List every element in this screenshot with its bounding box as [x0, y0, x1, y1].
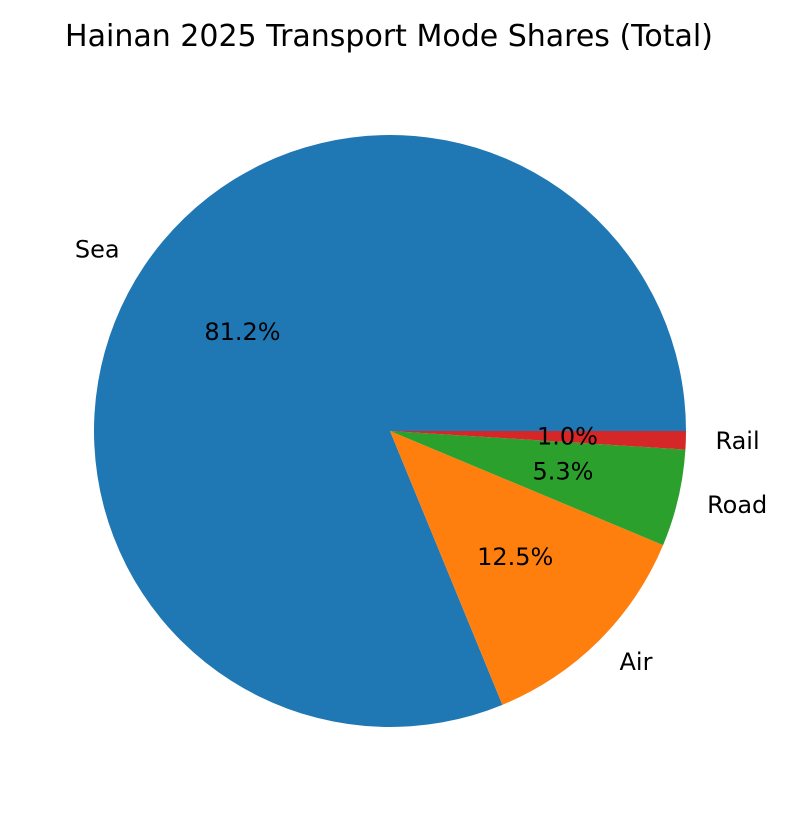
slice-label-air: Air — [620, 648, 653, 676]
slice-label-sea: Sea — [75, 236, 120, 264]
percent-label-road: 5.3% — [532, 457, 593, 485]
pie-slice-road — [390, 431, 686, 546]
percent-label-sea: 81.2% — [204, 318, 280, 346]
pie-labels: Sea 81.2% Air 12.5% Road 5.3% Rail 1.0% — [75, 236, 767, 676]
pie-slice-sea — [94, 134, 687, 727]
percent-label-air: 12.5% — [477, 543, 553, 571]
pie-slice-rail — [390, 431, 687, 450]
pie-slice-air — [390, 431, 664, 705]
slice-label-road: Road — [707, 491, 767, 519]
chart-title: Hainan 2025 Transport Mode Shares (Total… — [65, 19, 713, 54]
percent-label-rail: 1.0% — [537, 423, 598, 451]
pie-slices — [94, 134, 687, 727]
slice-label-rail: Rail — [715, 427, 759, 455]
